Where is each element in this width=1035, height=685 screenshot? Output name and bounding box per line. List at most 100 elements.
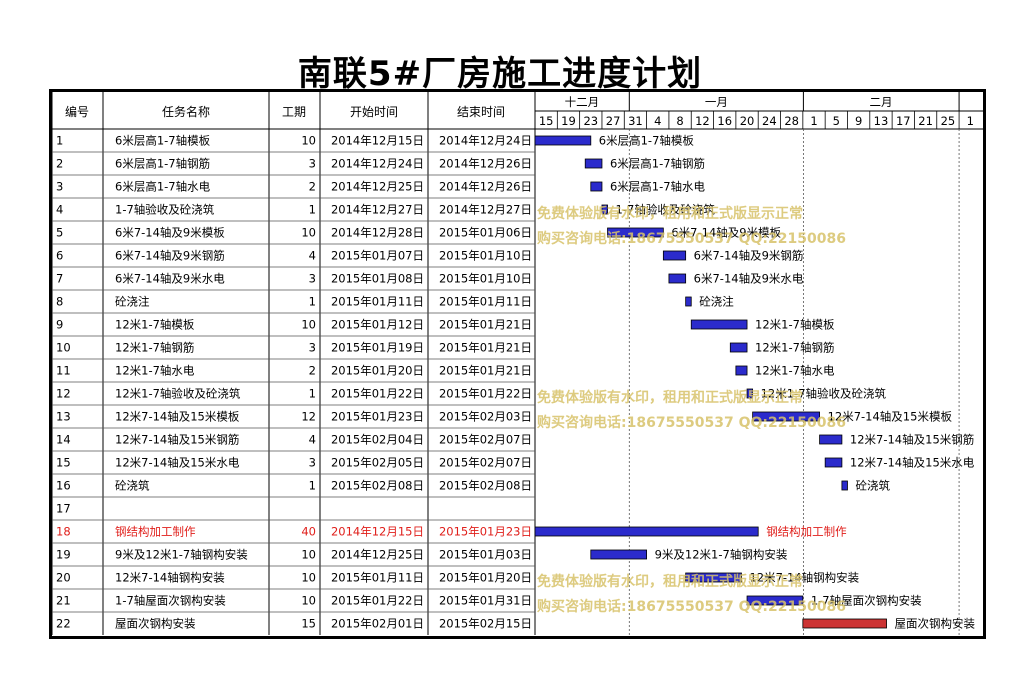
column-header-1: 任务名称	[162, 104, 210, 119]
task-id: 20	[56, 571, 71, 585]
gantt-bar-label: 钢结构加工制作	[766, 525, 847, 539]
task-end: 2015年02月07日	[439, 433, 532, 447]
task-duration: 2	[309, 364, 316, 378]
task-start: 2015年01月19日	[331, 341, 424, 355]
task-end: 2014年12月27日	[439, 203, 532, 217]
watermark-line1: 免费体验版有水印，租用和正式版显示正常	[537, 389, 803, 406]
task-name: 6米层高1-7轴钢筋	[115, 157, 210, 171]
task-duration: 2	[309, 180, 316, 194]
gantt-bar	[824, 457, 843, 468]
day-tick-label: 12	[695, 114, 710, 128]
task-name: 1-7轴屋面次钢构安装	[115, 594, 226, 608]
gantt-bar-label: 12米1-7轴水电	[755, 364, 835, 378]
gantt-bar	[685, 572, 742, 583]
gantt-bar	[746, 388, 754, 399]
task-start: 2015年01月07日	[331, 249, 424, 263]
gantt-bar	[729, 342, 748, 353]
task-end: 2015年02月07日	[439, 456, 532, 470]
gantt-bar-label: 屋面次钢构安装	[895, 617, 976, 631]
task-name: 12米1-7轴验收及砼浇筑	[115, 387, 241, 401]
task-start: 2014年12月15日	[331, 134, 424, 148]
task-start: 2015年01月23日	[331, 410, 424, 424]
gantt-frame	[49, 89, 986, 639]
task-end: 2014年12月26日	[439, 180, 532, 194]
task-end: 2015年02月08日	[439, 479, 532, 493]
gantt-bar-label: 6米层高1-7轴钢筋	[610, 157, 705, 171]
task-duration: 10	[301, 594, 316, 608]
day-tick-label: 24	[762, 114, 777, 128]
gantt-bar	[735, 365, 748, 376]
task-id: 8	[56, 295, 63, 309]
task-id: 6	[56, 249, 63, 263]
day-tick-label: 1	[810, 114, 817, 128]
task-name: 砼浇注	[115, 295, 150, 309]
column-header-0: 编号	[65, 104, 89, 119]
task-duration: 10	[301, 318, 316, 332]
task-start: 2014年12月25日	[331, 180, 424, 194]
task-duration: 10	[301, 134, 316, 148]
gantt-bar-label: 6米7-14轴及9米模板	[671, 226, 781, 240]
column-header-3: 开始时间	[350, 105, 398, 119]
task-name: 12米1-7轴水电	[115, 364, 195, 378]
month-label: 十二月	[565, 95, 600, 109]
task-name: 12米7-14轴及15米模板	[115, 410, 240, 424]
task-duration: 40	[301, 525, 316, 539]
task-id: 14	[56, 433, 71, 447]
watermark-line2: 购买咨询电话:18675550537 QQ:22150086	[537, 414, 846, 431]
day-tick-label: 4	[654, 114, 661, 128]
task-name: 砼浇筑	[115, 479, 150, 493]
column-header-2: 工期	[282, 105, 306, 119]
gantt-bar	[584, 158, 603, 169]
task-name: 6米层高1-7轴模板	[115, 134, 211, 148]
gantt-bar-label: 6米7-14轴及9米水电	[694, 272, 804, 286]
day-tick-label: 1	[967, 114, 974, 128]
task-duration: 3	[309, 272, 316, 286]
task-name: 6米7-14轴及9米模板	[115, 226, 225, 240]
page-title: 南联5#厂房施工进度计划	[297, 54, 703, 94]
task-duration: 3	[309, 341, 316, 355]
day-tick-label: 8	[676, 114, 683, 128]
task-id: 10	[56, 341, 71, 355]
task-duration: 1	[309, 479, 316, 493]
gantt-bar-label: 12米7-14轴及15米水电	[850, 456, 975, 470]
task-id: 16	[56, 479, 71, 493]
gantt-bar	[534, 526, 759, 537]
task-name: 12米1-7轴钢筋	[115, 341, 194, 355]
gantt-bar-label: 9米及12米1-7轴钢构安装	[655, 548, 788, 562]
gantt-bar-label: 12米1-7轴模板	[755, 318, 835, 332]
task-end: 2015年01月21日	[439, 364, 532, 378]
task-name: 1-7轴验收及砼浇筑	[115, 203, 215, 217]
gantt-bar-label: 12米1-7轴钢筋	[755, 341, 834, 355]
task-id: 12	[56, 387, 71, 401]
task-start: 2014年12月24日	[331, 157, 424, 171]
task-duration: 12	[301, 410, 316, 424]
day-tick-label: 28	[784, 114, 799, 128]
gantt-bar	[668, 273, 687, 284]
day-tick-label: 13	[874, 114, 889, 128]
gantt-bar-label: 1-7轴屋面次钢构安装	[811, 594, 922, 608]
task-start: 2015年01月22日	[331, 594, 424, 608]
month-label: 二月	[869, 95, 892, 109]
task-start: 2014年12月15日	[331, 525, 424, 539]
task-start: 2014年12月27日	[331, 203, 424, 217]
watermark-line2: 购买咨询电话:18675550537 QQ:22150086	[537, 598, 846, 615]
day-tick-label: 23	[583, 114, 598, 128]
task-duration: 4	[309, 249, 316, 263]
gantt-bar	[662, 250, 687, 261]
month-label: 一月	[705, 95, 728, 109]
task-end: 2015年01月22日	[439, 387, 532, 401]
gantt-bar-label: 6米层高1-7轴模板	[599, 134, 695, 148]
task-end: 2015年01月06日	[439, 226, 532, 240]
task-end: 2015年01月20日	[439, 571, 532, 585]
task-end: 2014年12月24日	[439, 134, 532, 148]
task-id: 13	[56, 410, 71, 424]
gantt-bar	[802, 618, 887, 629]
task-name: 钢结构加工制作	[115, 525, 196, 539]
day-tick-label: 16	[717, 114, 732, 128]
day-tick-label: 17	[896, 114, 911, 128]
task-id: 22	[56, 617, 71, 631]
gantt-bar-label: 1-7轴验收及砼浇筑	[616, 203, 716, 217]
task-name: 6米层高1-7轴水电	[115, 180, 211, 194]
task-duration: 1	[309, 203, 316, 217]
task-end: 2015年02月03日	[439, 410, 532, 424]
